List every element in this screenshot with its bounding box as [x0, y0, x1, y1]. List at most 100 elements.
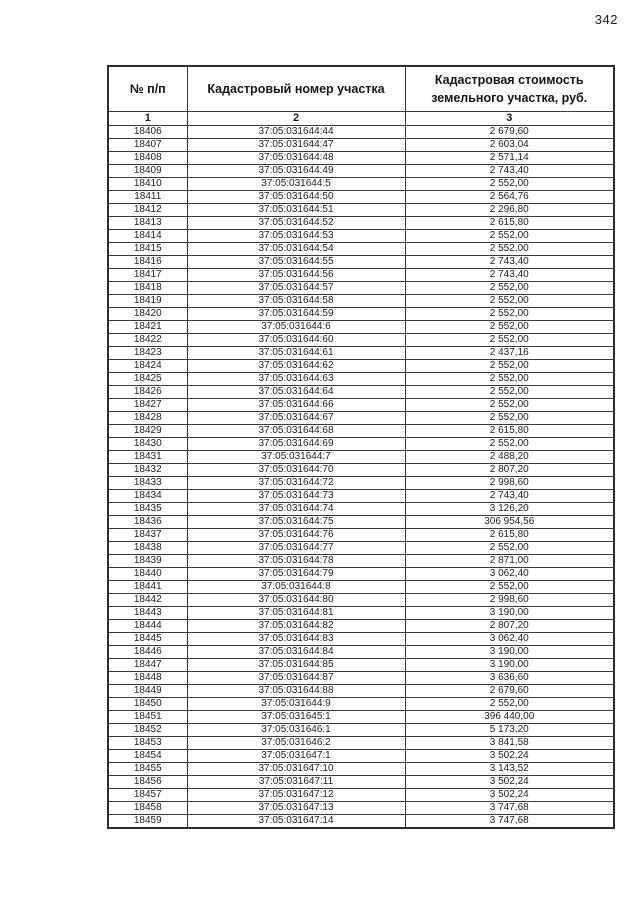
cadastral-value-cell: 2 552,00	[404, 228, 615, 243]
row-number-cell: 18427	[107, 397, 188, 412]
cadastral-value-cell: 2 552,00	[404, 241, 615, 256]
cadastral-number-cell: 37:05:031646:1	[186, 722, 406, 737]
cadastral-number-cell: 37:05:031647:12	[186, 787, 406, 802]
cadastral-value-cell: 2 552,00	[404, 410, 615, 425]
row-number-cell: 18406	[107, 124, 188, 139]
cadastral-number-cell: 37:05:031644:55	[186, 254, 406, 269]
table-row: 18430 37:05:031644:69 2 552,00	[107, 436, 615, 451]
table-row: 18435 37:05:031644:74 3 126,20	[107, 501, 615, 516]
cadastral-number-cell: 37:05:031644:84	[186, 644, 406, 659]
table-header: № п/п Кадастровый номер участка Кадастро…	[107, 65, 615, 126]
cadastral-number-cell: 37:05:031644:78	[186, 553, 406, 568]
cadastral-number-cell: 37:05:031644:59	[186, 306, 406, 321]
table-row: 18438 37:05:031644:77 2 552,00	[107, 540, 615, 555]
cadastral-number-cell: 37:05:031647:13	[186, 800, 406, 815]
row-number-cell: 18412	[107, 202, 188, 217]
cadastral-number-cell: 37:05:031644:56	[186, 267, 406, 282]
cadastral-value-cell: 2 552,00	[404, 332, 615, 347]
column-number-2: 2	[186, 110, 406, 126]
row-number-cell: 18439	[107, 553, 188, 568]
row-number-cell: 18453	[107, 735, 188, 750]
table-row: 18447 37:05:031644:85 3 190,00	[107, 657, 615, 672]
row-number-cell: 18440	[107, 566, 188, 581]
row-number-cell: 18424	[107, 358, 188, 373]
cadastral-value-cell: 2 998,60	[404, 592, 615, 607]
table-row: 18456 37:05:031647:11 3 502,24	[107, 774, 615, 789]
cadastral-number-cell: 37:05:031644:63	[186, 371, 406, 386]
cadastral-value-table: № п/п Кадастровый номер участка Кадастро…	[107, 65, 615, 829]
cadastral-value-cell: 5 173,20	[404, 722, 615, 737]
cadastral-value-cell: 2 615,80	[404, 423, 615, 438]
cadastral-value-cell: 2 552,00	[404, 293, 615, 308]
table-body: 18406 37:05:031644:44 2 679,60 18407 37:05:0…	[107, 124, 615, 828]
row-number-cell: 18422	[107, 332, 188, 347]
table-row: 18444 37:05:031644:82 2 807,20	[107, 618, 615, 633]
table-row: 18458 37:05:031647:13 3 747,68	[107, 800, 615, 815]
cadastral-value-cell: 2 552,00	[404, 306, 615, 321]
cadastral-value-cell: 2 296,80	[404, 202, 615, 217]
cadastral-number-cell: 37:05:031644:75	[186, 514, 406, 529]
column-number-1: 1	[107, 110, 188, 126]
row-number-cell: 18452	[107, 722, 188, 737]
cadastral-number-cell: 37:05:031644:52	[186, 215, 406, 230]
cadastral-value-cell: 396 440,00	[404, 709, 615, 724]
table-row: 18428 37:05:031644:67 2 552,00	[107, 410, 615, 425]
table-row: 18406 37:05:031644:44 2 679,60	[107, 124, 615, 139]
row-number-cell: 18431	[107, 449, 188, 464]
cadastral-value-cell: 3 502,24	[404, 787, 615, 802]
cadastral-number-cell: 37:05:031644:54	[186, 241, 406, 256]
page-number: 342	[594, 12, 618, 27]
row-number-cell: 18425	[107, 371, 188, 386]
cadastral-number-cell: 37:05:031644:64	[186, 384, 406, 399]
cadastral-number-cell: 37:05:031644:67	[186, 410, 406, 425]
table-row: 18417 37:05:031644:56 2 743,40	[107, 267, 615, 282]
table-row: 18446 37:05:031644:84 3 190,00	[107, 644, 615, 659]
table-row: 18449 37:05:031644:88 2 679,60	[107, 683, 615, 698]
cadastral-number-cell: 37:05:031644:85	[186, 657, 406, 672]
cadastral-number-cell: 37:05:031647:11	[186, 774, 406, 789]
cadastral-number-cell: 37:05:031644:72	[186, 475, 406, 490]
row-number-cell: 18456	[107, 774, 188, 789]
row-number-cell: 18442	[107, 592, 188, 607]
column-number-row: 1 2 3	[107, 110, 615, 126]
row-number-cell: 18416	[107, 254, 188, 269]
cadastral-number-cell: 37:05:031644:50	[186, 189, 406, 204]
table-row: 18411 37:05:031644:50 2 564,76	[107, 189, 615, 204]
cadastral-value-cell: 2 743,40	[404, 163, 615, 178]
table-row: 18407 37:05:031644:47 2 603,04	[107, 137, 615, 152]
cadastral-value-cell: 2 871,00	[404, 553, 615, 568]
cadastral-value-cell: 2 743,40	[404, 267, 615, 282]
cadastral-number-cell: 37:05:031644:76	[186, 527, 406, 542]
cadastral-value-cell: 3 502,24	[404, 748, 615, 763]
table-row: 18416 37:05:031644:55 2 743,40	[107, 254, 615, 269]
cadastral-value-cell: 2 615,80	[404, 527, 615, 542]
cadastral-number-cell: 37:05:031644:62	[186, 358, 406, 373]
cadastral-number-cell: 37:05:031644:61	[186, 345, 406, 360]
table-row: 18427 37:05:031644:66 2 552,00	[107, 397, 615, 412]
cadastral-value-cell: 3 143,52	[404, 761, 615, 776]
table-row: 18457 37:05:031647:12 3 502,24	[107, 787, 615, 802]
cadastral-number-cell: 37:05:031644:53	[186, 228, 406, 243]
cadastral-value-cell: 2 437,16	[404, 345, 615, 360]
row-number-cell: 18443	[107, 605, 188, 620]
table-row: 18429 37:05:031644:68 2 615,80	[107, 423, 615, 438]
table-row: 18454 37:05:031647:1 3 502,24	[107, 748, 615, 763]
cadastral-value-cell: 3 190,00	[404, 644, 615, 659]
table-row: 18413 37:05:031644:52 2 615,80	[107, 215, 615, 230]
cadastral-number-cell: 37:05:031644:49	[186, 163, 406, 178]
table-row: 18418 37:05:031644:57 2 552,00	[107, 280, 615, 295]
row-number-cell: 18457	[107, 787, 188, 802]
row-number-cell: 18410	[107, 176, 188, 191]
cadastral-number-cell: 37:05:031647:14	[186, 813, 406, 828]
cadastral-value-cell: 3 636,60	[404, 670, 615, 685]
column-number-3: 3	[404, 110, 615, 126]
cadastral-value-cell: 2 807,20	[404, 462, 615, 477]
cadastral-value-cell: 2 603,04	[404, 137, 615, 152]
cadastral-number-cell: 37:05:031644:58	[186, 293, 406, 308]
table-row: 18443 37:05:031644:81 3 190,00	[107, 605, 615, 620]
row-number-cell: 18415	[107, 241, 188, 256]
row-number-cell: 18451	[107, 709, 188, 724]
cadastral-value-cell: 2 743,40	[404, 254, 615, 269]
cadastral-number-cell: 37:05:031644:83	[186, 631, 406, 646]
row-number-cell: 18409	[107, 163, 188, 178]
